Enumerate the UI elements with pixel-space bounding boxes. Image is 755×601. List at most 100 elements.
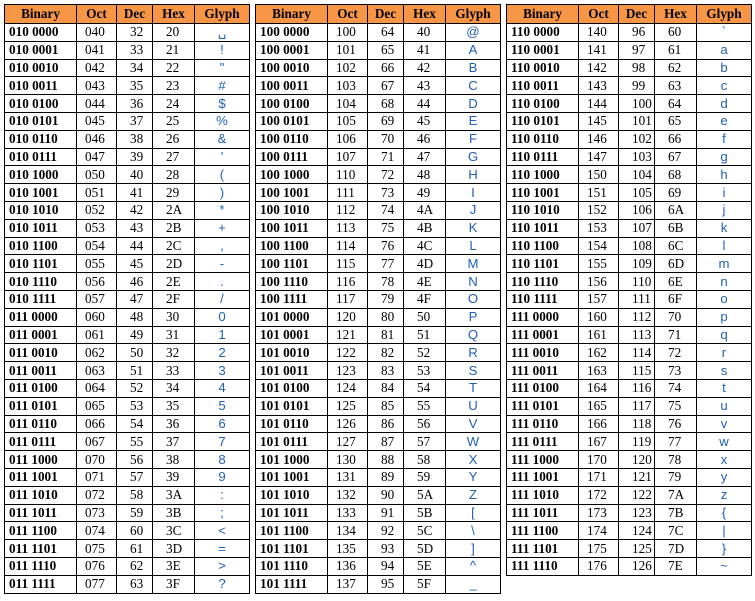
glyph-cell: u [696,396,752,416]
decimal-cell: 78 [367,272,404,291]
hex-cell: 64 [654,94,697,113]
hex-cell: 5D [403,539,446,558]
decimal-cell: 56 [116,450,153,469]
octal-cell: 052 [76,200,117,220]
decimal-cell: 80 [367,307,404,327]
glyph-cell: X [445,450,501,469]
octal-cell: 120 [327,307,368,327]
glyph-cell: z [696,485,752,505]
glyph-cell: ~ [696,556,752,576]
table-row: 011 1111 077 63 3F? [4,574,250,594]
octal-cell: 110 [327,165,368,185]
hex-cell: 65 [654,111,697,131]
table-row: 010 1100 054 44 2C, [4,236,250,256]
glyph-cell: h [696,165,752,185]
glyph-cell: G [445,147,501,167]
decimal-cell: 111 [618,289,655,309]
table-row: 011 0000 060 48 30 0 [4,307,250,327]
decimal-cell: 67 [367,76,404,96]
hex-cell: 67 [654,147,697,167]
hex-cell: 6B [654,218,697,238]
octal-cell: 146 [578,129,619,149]
binary-cell: 010 1100 [4,236,77,256]
table-row: 111 1001 171 121 79 y [506,467,752,487]
binary-cell: 111 0101 [506,396,579,416]
octal-cell: 042 [76,58,117,78]
binary-cell: 110 1010 [506,200,579,220]
hex-cell: 57 [403,432,446,452]
hex-cell: 52 [403,343,446,363]
decimal-cell: 98 [618,58,655,78]
glyph-cell: 3 [194,361,250,380]
decimal-cell: 85 [367,396,404,416]
table-row: 100 0110 106 70 46 F [255,129,501,149]
glyph-cell: [ [445,503,501,523]
octal-cell: 046 [76,129,117,149]
octal-cell: 044 [76,94,117,113]
glyph-cell: m [696,254,752,274]
table-row: 010 0110 046 38 26 & [4,129,250,149]
hex-cell: 6F [654,289,697,309]
hex-cell: 7B [654,503,697,523]
glyph-cell: N [445,272,501,291]
binary-cell: 111 1011 [506,503,579,523]
glyph-cell: S [445,361,501,380]
table-row: 011 1000 070 56 38 8 [4,450,250,469]
glyph-cell: k [696,218,752,238]
hex-cell: 49 [403,183,446,202]
table-row: 100 0101 105 69 45 E [255,111,501,131]
binary-cell: 010 0000 [4,23,77,42]
hex-cell: 4F [403,289,446,309]
glyph-cell: V [445,414,501,434]
table-row: 101 1110 136 94 5E ^ [255,556,501,576]
binary-cell: 011 1010 [4,485,77,505]
octal-cell: 060 [76,307,117,327]
decimal-cell: 86 [367,414,404,434]
glyph-cell: ! [194,40,250,60]
octal-cell: 054 [76,236,117,256]
octal-cell: 076 [76,556,117,576]
octal-cell: 164 [578,378,619,398]
table-row: 110 0111 147 103 67 g [506,147,752,167]
binary-cell: 011 0000 [4,307,77,327]
glyph-cell: A [445,40,501,60]
decimal-cell: 109 [618,254,655,274]
binary-cell: 010 0100 [4,94,77,113]
decimal-cell: 36 [116,94,153,113]
table-row: 110 1110 156 110 6E n [506,272,752,291]
glyph-cell: R [445,343,501,363]
decimal-cell: 41 [116,183,153,202]
hex-cell: 42 [403,58,446,78]
octal-cell: 157 [578,289,619,309]
binary-cell: 010 0010 [4,58,77,78]
table-row: 100 1011 113 75 4B K [255,218,501,238]
header-hex: Hex [152,4,195,24]
octal-cell: 040 [76,23,117,42]
table-row: 100 0100 104 68 44 D [255,94,501,113]
decimal-cell: 117 [618,396,655,416]
table-row: 101 1111 137 95 5F _ [255,574,501,594]
decimal-cell: 74 [367,200,404,220]
binary-cell: 110 1000 [506,165,579,185]
table-row: 010 0000 040 32 20 ␣ [4,23,250,42]
table-row: 010 1010 052 42 2A * [4,200,250,220]
octal-cell: 136 [327,556,368,576]
glyph-cell: { [696,503,752,523]
decimal-cell: 118 [618,414,655,434]
octal-cell: 100 [327,23,368,42]
octal-cell: 057 [76,289,117,309]
binary-cell: 100 1000 [255,165,328,185]
octal-cell: 111 [327,183,368,202]
octal-cell: 133 [327,503,368,523]
glyph-cell: 2 [194,343,250,363]
hex-cell: 45 [403,111,446,131]
decimal-cell: 57 [116,467,153,487]
hex-cell: 51 [403,325,446,345]
glyph-cell: > [194,556,250,576]
table-row: 100 0000 100 64 40 @ [255,23,501,42]
hex-cell: 20 [152,23,195,42]
table-row: 011 0010 062 50 32 2 [4,343,250,363]
octal-cell: 112 [327,200,368,220]
hex-cell: 69 [654,183,697,202]
glyph-cell: = [194,539,250,558]
